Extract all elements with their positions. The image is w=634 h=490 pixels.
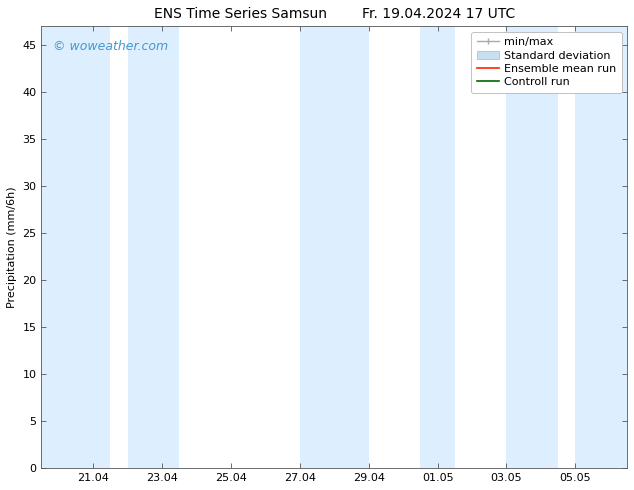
Bar: [300, 26, 369, 468]
Title: ENS Time Series Samsun        Fr. 19.04.2024 17 UTC: ENS Time Series Samsun Fr. 19.04.2024 17…: [153, 7, 515, 21]
Bar: [507, 26, 558, 468]
Bar: [41, 26, 110, 468]
Bar: [576, 26, 627, 468]
Bar: [420, 26, 455, 468]
Text: © woweather.com: © woweather.com: [53, 40, 168, 52]
Y-axis label: Precipitation (mm/6h): Precipitation (mm/6h): [7, 186, 17, 308]
Bar: [127, 26, 179, 468]
Legend: min/max, Standard deviation, Ensemble mean run, Controll run: min/max, Standard deviation, Ensemble me…: [472, 32, 621, 93]
